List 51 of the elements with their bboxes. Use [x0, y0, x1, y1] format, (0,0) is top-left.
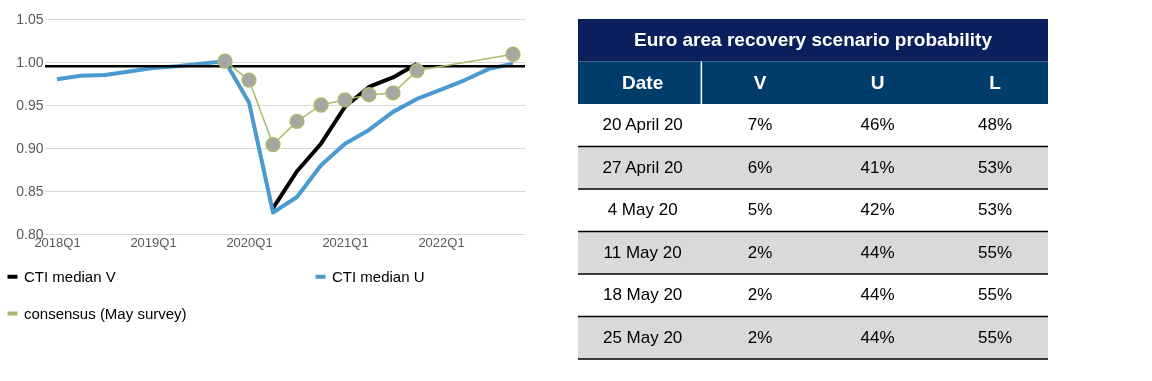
data-label: 41%	[860, 157, 895, 177]
data-label: 42%	[860, 200, 895, 220]
data-label: 2%	[747, 285, 773, 305]
data-label: 2%	[747, 327, 773, 347]
data-label: 46%	[860, 115, 895, 135]
x-tick-label: 2022Q1	[418, 234, 465, 250]
y-tick-label: 0.85	[16, 182, 44, 199]
data-label: 44%	[860, 285, 895, 305]
category-label: 27 April 20	[602, 157, 683, 177]
x-tick-label: 2021Q1	[322, 234, 369, 250]
data-label: 55%	[978, 327, 1013, 347]
data-label: 53%	[978, 157, 1013, 177]
data-label: 7%	[747, 115, 773, 135]
text: U	[870, 71, 885, 93]
category-label: 4 May 20	[607, 200, 678, 220]
point	[409, 62, 425, 79]
text: Euro area recovery scenario probability	[634, 29, 993, 51]
category-label: 25 May 20	[602, 327, 683, 347]
y-tick-label: 0.95	[16, 96, 44, 113]
data-label: 48%	[978, 115, 1013, 135]
point	[337, 92, 353, 108]
y-tick-label: 0.90	[16, 139, 44, 156]
category-label: 18 May 20	[602, 285, 683, 305]
point	[217, 53, 233, 69]
point	[313, 97, 329, 113]
text: Date	[622, 71, 664, 93]
text: L	[989, 71, 1002, 93]
legend-label: CTI median V	[24, 267, 116, 285]
category-label: 11 May 20	[603, 242, 682, 262]
data-label: 6%	[747, 157, 773, 177]
point	[289, 113, 305, 129]
data-label: 44%	[860, 242, 895, 262]
y-tick-label: 1.05	[16, 10, 44, 27]
y-tick-label: 1.00	[16, 53, 44, 70]
data-label: 44%	[860, 327, 895, 347]
legend-label: consensus (May survey)	[24, 304, 187, 322]
point	[361, 87, 377, 103]
data-label: 2%	[747, 242, 773, 262]
data-label: 53%	[978, 200, 1013, 220]
text: V	[753, 71, 767, 93]
data-label: 55%	[978, 285, 1013, 305]
point	[241, 72, 257, 88]
point	[265, 136, 281, 153]
point	[505, 46, 521, 62]
category-label: 20 April 20	[602, 115, 683, 135]
legend-label: CTI median U	[332, 267, 425, 285]
data-label: 55%	[978, 242, 1013, 262]
x-tick-label: 2019Q1	[130, 234, 177, 250]
data-label: 5%	[747, 200, 773, 220]
x-tick-label: 2020Q1	[226, 234, 273, 250]
point	[385, 85, 401, 101]
